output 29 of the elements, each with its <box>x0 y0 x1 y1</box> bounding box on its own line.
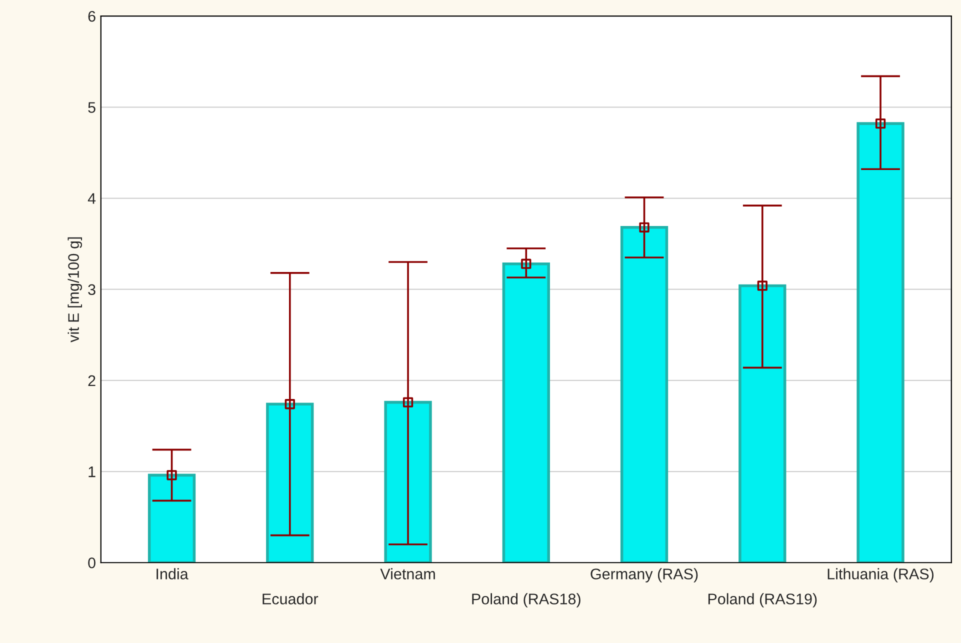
x-tick-label: Lithuania (RAS) <box>828 568 934 582</box>
point <box>402 397 414 408</box>
bar <box>856 122 904 563</box>
bar <box>266 402 314 563</box>
bar <box>620 226 668 563</box>
bar <box>384 400 432 563</box>
y-tick-label: 4 <box>88 193 96 204</box>
y-tick-label: 0 <box>88 557 96 568</box>
point <box>639 222 650 232</box>
point <box>875 118 886 129</box>
x-tick-label: India <box>156 568 188 580</box>
bar <box>148 474 196 563</box>
y-axis-title: vit E [mg/100 g] <box>68 237 82 342</box>
y-tick-label: 6 <box>88 10 96 22</box>
y-tick-label: 3 <box>88 284 96 296</box>
x-tick-label: Vietnam <box>380 568 435 580</box>
x-tick-label: Poland (RAS18) <box>472 593 580 608</box>
x-tick-label: Germany (RAS) <box>590 568 698 582</box>
y-tick-label: 1 <box>88 466 96 478</box>
x-tick-label: Poland (RAS19) <box>708 593 817 608</box>
x-tick-label: Ecuador <box>262 593 318 604</box>
y-tick-label: 2 <box>88 375 96 386</box>
point <box>757 280 768 291</box>
point <box>166 470 177 480</box>
bar <box>738 284 786 563</box>
y-tick-label: 5 <box>88 102 96 113</box>
point <box>521 258 532 269</box>
bar <box>502 262 550 563</box>
point <box>284 399 295 410</box>
